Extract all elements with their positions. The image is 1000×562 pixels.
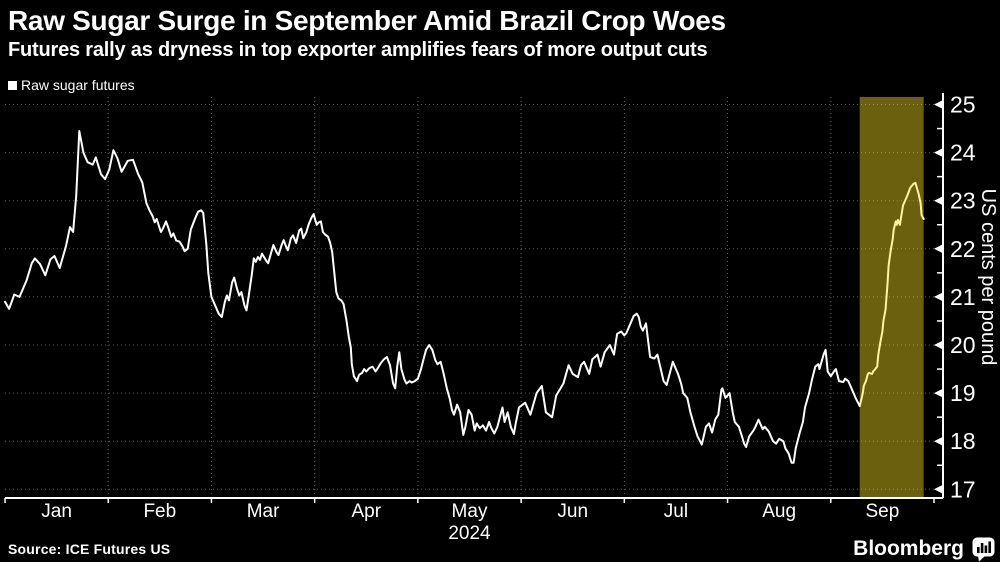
svg-text:22: 22 <box>950 236 976 262</box>
legend-swatch-icon <box>8 80 17 90</box>
page-subtitle: Futures rally as dryness in top exporter… <box>8 39 708 61</box>
svg-text:24: 24 <box>950 140 976 166</box>
svg-text:Jul: Jul <box>664 501 688 522</box>
page-title: Raw Sugar Surge in September Amid Brazil… <box>8 5 726 36</box>
svg-text:Feb: Feb <box>143 501 176 522</box>
source-note: Source: ICE Futures US <box>8 541 171 557</box>
svg-text:Mar: Mar <box>247 501 280 522</box>
svg-text:23: 23 <box>950 188 976 214</box>
legend: Raw sugar futures <box>8 77 135 93</box>
svg-text:2024: 2024 <box>448 523 491 544</box>
svg-text:20: 20 <box>950 332 976 358</box>
svg-text:18: 18 <box>950 428 976 454</box>
svg-text:25: 25 <box>950 92 976 118</box>
bloomberg-wordmark: Bloomberg <box>853 537 964 560</box>
svg-text:Sep: Sep <box>865 501 899 522</box>
svg-text:21: 21 <box>950 284 976 310</box>
svg-text:May: May <box>452 501 488 522</box>
bloomberg-logo: Bloomberg <box>853 536 996 562</box>
svg-text:19: 19 <box>950 380 976 406</box>
svg-text:Aug: Aug <box>762 501 796 522</box>
svg-text:17: 17 <box>950 476 976 502</box>
legend-label: Raw sugar futures <box>21 77 135 93</box>
svg-text:Jun: Jun <box>557 501 588 522</box>
svg-text:Apr: Apr <box>351 501 381 522</box>
svg-text:Jan: Jan <box>41 501 72 522</box>
bar-chart-bubble-icon <box>972 537 995 562</box>
svg-text:US cents per pound: US cents per pound <box>977 189 999 366</box>
